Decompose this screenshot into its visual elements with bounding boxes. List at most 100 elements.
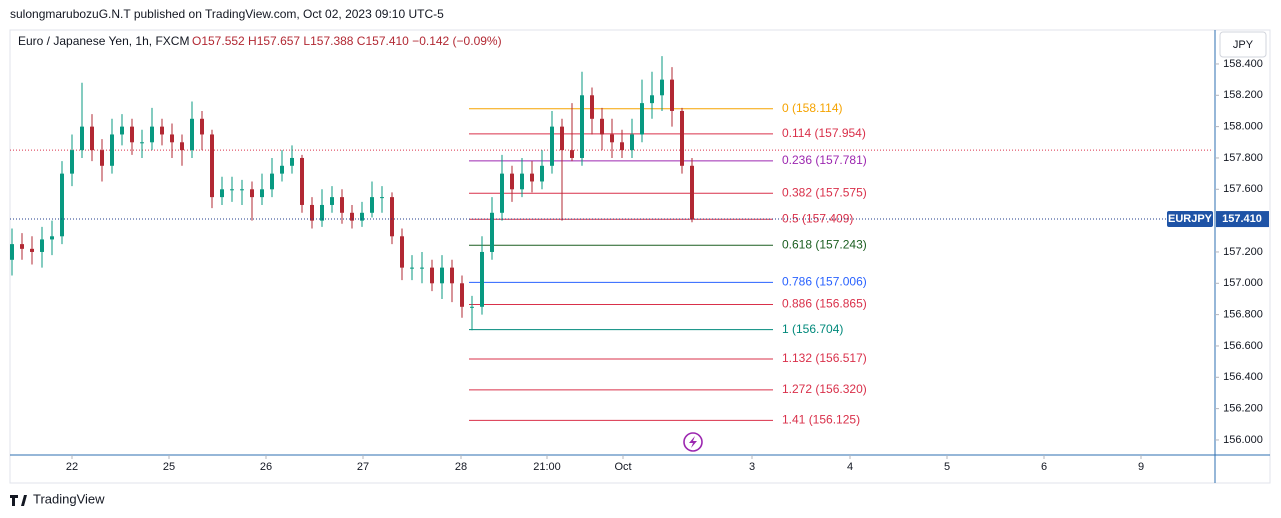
candle-body — [120, 126, 124, 135]
y-tick-label: 156.200 — [1223, 403, 1263, 415]
price-tag: 157.410 — [1222, 213, 1262, 225]
candle-body — [690, 165, 694, 220]
y-tick-label: 156.600 — [1223, 340, 1263, 352]
footer-brand: TradingView — [33, 491, 105, 506]
candle-body — [660, 79, 664, 96]
candle-body — [460, 283, 464, 307]
fib-label: 1.132 (156.517) — [782, 351, 867, 365]
candle-body — [620, 142, 624, 151]
candle-body — [350, 212, 354, 221]
candle-body — [200, 118, 204, 135]
x-tick-label: 28 — [455, 461, 467, 473]
fib-label: 0 (158.114) — [782, 101, 843, 115]
candle-body — [280, 165, 284, 174]
x-tick-label: 5 — [944, 461, 950, 473]
y-tick-label: 158.200 — [1223, 89, 1263, 101]
candle-body — [110, 134, 114, 166]
x-tick-label: 26 — [260, 461, 272, 473]
candle-body — [410, 267, 414, 269]
currency-label[interactable]: JPY — [1233, 39, 1254, 51]
candle-body — [640, 103, 644, 135]
candle-body — [180, 142, 184, 151]
candle-body — [390, 197, 394, 237]
candle-body — [580, 95, 584, 158]
candle-body — [90, 126, 94, 151]
candle-body — [400, 236, 404, 268]
candle-body — [130, 126, 134, 143]
candle-body — [160, 126, 164, 135]
candle-body — [490, 212, 494, 252]
fib-label: 0.618 (157.243) — [782, 237, 867, 251]
candle-body — [70, 150, 74, 174]
candle-body — [310, 204, 314, 221]
candle-body — [170, 134, 174, 143]
candle-body — [590, 95, 594, 119]
candle-body — [330, 197, 334, 205]
candle-body — [600, 118, 604, 135]
candle-body — [140, 142, 144, 144]
y-tick-label: 156.000 — [1223, 434, 1263, 446]
x-tick-label: 27 — [357, 461, 369, 473]
y-tick-label: 158.400 — [1223, 58, 1263, 70]
x-tick-label: 9 — [1138, 461, 1144, 473]
candle-body — [540, 165, 544, 182]
candle-body — [260, 189, 264, 198]
candle-body — [530, 173, 534, 182]
x-tick-label: 22 — [66, 461, 78, 473]
candle-body — [10, 244, 14, 260]
candle-body — [670, 79, 674, 111]
x-tick-label: 21:00 — [533, 461, 561, 473]
candle-body — [450, 267, 454, 284]
fib-label: 0.382 (157.575) — [782, 185, 867, 199]
candle-body — [340, 197, 344, 213]
candle-body — [550, 126, 554, 166]
candle-body — [420, 267, 424, 269]
candle-body — [360, 212, 364, 221]
candle-body — [270, 173, 274, 190]
y-tick-label: 157.000 — [1223, 277, 1263, 289]
candle-body — [30, 248, 34, 252]
candle-body — [300, 157, 304, 205]
candle-body — [650, 95, 654, 104]
candle-body — [470, 306, 474, 308]
y-tick-label: 157.200 — [1223, 246, 1263, 258]
y-tick-label: 157.600 — [1223, 183, 1263, 195]
y-tick-label: 158.000 — [1223, 121, 1263, 133]
candle-body — [150, 126, 154, 143]
y-tick-label: 156.800 — [1223, 309, 1263, 321]
candle-body — [440, 267, 444, 284]
symbol-tag: EURJPY — [1168, 213, 1213, 225]
x-tick-label: Oct — [614, 461, 631, 473]
x-tick-label: 4 — [847, 461, 853, 473]
candle-body — [60, 173, 64, 237]
candle-body — [220, 189, 224, 198]
fib-label: 0.5 (157.409) — [782, 211, 853, 225]
fib-label: 0.114 (157.954) — [782, 126, 866, 140]
y-tick-label: 156.400 — [1223, 371, 1263, 383]
fib-label: 1.41 (156.125) — [782, 413, 860, 427]
candle-body — [250, 189, 254, 198]
currency-button[interactable] — [1219, 31, 1267, 58]
candle-body — [190, 118, 194, 151]
candle-body — [210, 134, 214, 198]
candle-body — [520, 173, 524, 190]
symbol-tag-bg — [1167, 211, 1213, 228]
candle-body — [610, 134, 614, 143]
candle-body — [40, 239, 44, 252]
candle-body — [680, 110, 684, 166]
fib-label: 0.786 (157.006) — [782, 275, 867, 289]
candle-body — [500, 173, 504, 213]
chart-frame — [9, 29, 1271, 484]
candle-body — [240, 189, 244, 191]
candle-body — [480, 251, 484, 307]
alert-icon[interactable] — [683, 432, 703, 452]
candle-body — [380, 197, 384, 199]
fib-label: 0.886 (156.865) — [782, 297, 867, 311]
candle-body — [560, 126, 564, 151]
candle-body — [80, 126, 84, 151]
price-tag-bg — [1216, 211, 1269, 228]
ohlc-legend: O157.552 H157.657 L157.388 C157.410 −0.1… — [192, 34, 502, 48]
fib-label: 1 (156.704) — [782, 322, 843, 336]
x-tick-label: 3 — [749, 461, 755, 473]
